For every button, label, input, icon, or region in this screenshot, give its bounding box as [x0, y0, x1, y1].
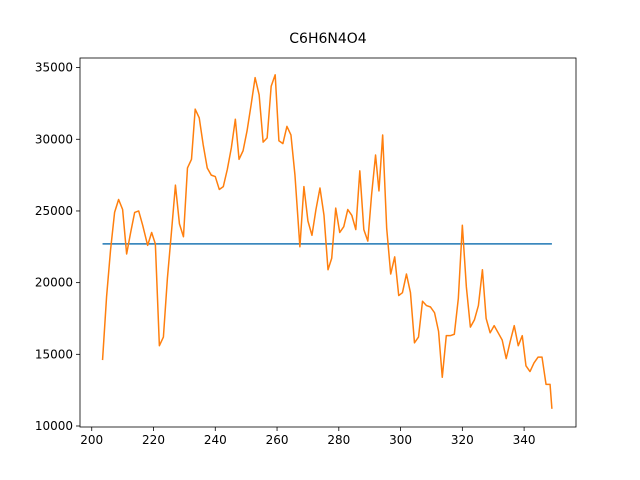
line-series: [101, 74, 553, 409]
x-tick-label: 220: [142, 433, 165, 447]
y-tick-label: 35000: [35, 61, 73, 75]
x-tick-label: 260: [266, 433, 289, 447]
x-tick-label: 320: [451, 433, 474, 447]
x-tick-label: 340: [513, 433, 536, 447]
y-tick-label: 20000: [35, 276, 73, 290]
x-tick-label: 280: [327, 433, 350, 447]
y-tick-label: 15000: [35, 347, 73, 361]
plot-frame: [79, 57, 577, 428]
x-tick-label: 300: [389, 433, 412, 447]
chart-title: C6H6N4O4: [289, 31, 367, 47]
x-tick-label: 240: [204, 433, 227, 447]
y-tick-label: 30000: [35, 132, 73, 146]
y-tick-label: 25000: [35, 204, 73, 218]
x-tick-label: 200: [80, 433, 103, 447]
y-tick-label: 10000: [35, 419, 73, 433]
